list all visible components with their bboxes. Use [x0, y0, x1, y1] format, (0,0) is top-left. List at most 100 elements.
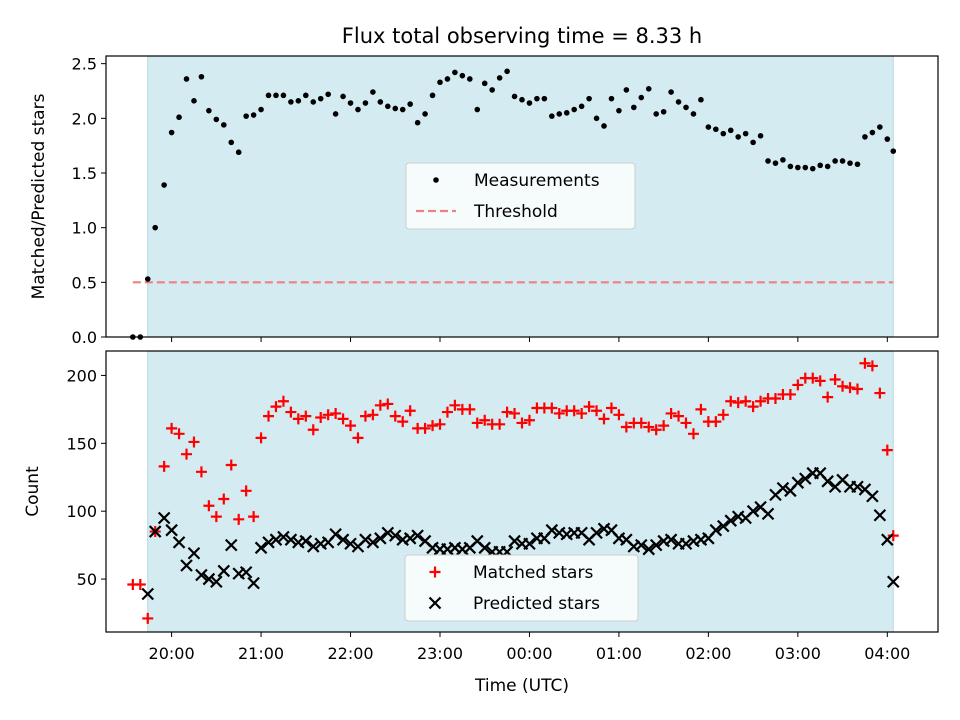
matched-star-point — [263, 410, 275, 422]
measurement-point — [884, 136, 891, 142]
matched-star-point — [359, 410, 371, 422]
matched-star-point — [389, 410, 401, 422]
measurement-point — [444, 76, 451, 82]
measurement-point — [556, 111, 563, 117]
measurement-point — [668, 89, 674, 95]
matched-star-point — [471, 417, 483, 429]
x-tick-label: 20:00 — [149, 644, 195, 663]
predicted-star-point — [299, 534, 313, 548]
matched-star-point — [516, 417, 528, 429]
measurement-point — [452, 69, 458, 76]
measurement-point — [578, 103, 585, 110]
matched-star-point — [576, 407, 588, 419]
matched-star-point — [479, 414, 491, 426]
measurement-point — [660, 108, 667, 115]
matched-star-point — [225, 459, 237, 471]
y-tick-label: 200 — [66, 366, 97, 385]
matched-star-point — [427, 420, 439, 432]
matched-star-point — [307, 424, 319, 436]
measurement-point — [601, 123, 607, 129]
y-tick-label: 1.0 — [72, 219, 97, 238]
predicted-star-point — [180, 559, 193, 572]
matched-star-point — [315, 412, 327, 424]
measurement-point — [586, 95, 592, 102]
predicted-star-point — [590, 526, 603, 540]
measurement-point — [750, 139, 756, 146]
matched-star-point — [523, 414, 535, 426]
legend-swatch-dot — [433, 177, 439, 183]
matched-star-point — [210, 511, 222, 523]
legend-box — [404, 554, 639, 622]
axes-frame-top — [105, 55, 939, 338]
measurement-point — [176, 114, 182, 121]
series-bottom — [127, 357, 900, 624]
legend-swatch-plus — [429, 566, 441, 578]
predicted-star-point — [224, 538, 238, 552]
measurement-point — [720, 130, 727, 137]
measurement-point — [228, 139, 235, 146]
matched-star-point — [687, 428, 699, 440]
matched-star-point — [814, 375, 826, 387]
matched-star-point — [404, 405, 416, 417]
matched-star-point — [695, 403, 707, 415]
predicted-star-point — [148, 525, 162, 538]
matched-star-point — [643, 421, 655, 433]
legend-label: Threshold — [473, 202, 558, 222]
legend-box — [405, 162, 636, 230]
measurement-point — [258, 106, 264, 113]
matched-star-point — [732, 397, 744, 409]
measurement-point — [161, 182, 167, 188]
measurement-point — [437, 79, 443, 86]
measurement-point — [489, 87, 495, 93]
matched-star-point — [725, 395, 737, 407]
matched-star-point — [747, 401, 759, 413]
matched-star-point — [717, 409, 729, 421]
y-tick-label: 0.0 — [72, 328, 97, 347]
predicted-star-point — [157, 511, 171, 525]
measurement-point — [414, 119, 421, 126]
legend-label: Matched stars — [473, 563, 593, 583]
measurement-point — [474, 106, 481, 113]
predicted-star-point — [761, 507, 775, 521]
x-tick-label: 23:00 — [417, 644, 463, 663]
predicted-star-point — [336, 533, 350, 546]
predicted-star-point — [344, 537, 357, 551]
predicted-star-point — [478, 541, 492, 555]
matched-star-point — [203, 500, 215, 512]
measurement-point — [347, 100, 354, 106]
measurement-point — [496, 75, 503, 81]
measurement-point — [392, 105, 399, 112]
predicted-star-point — [799, 472, 812, 485]
bottom-panel: 50 100 150 200 20:00 21:00 22:00 23:00 00:00 01:… — [23, 350, 939, 696]
predicted-star-point — [709, 523, 723, 537]
matched-star-point — [367, 409, 379, 421]
matched-star-point — [330, 407, 342, 419]
legend-swatch-x — [428, 596, 442, 610]
matched-star-point — [874, 387, 886, 399]
measurement-point — [742, 130, 749, 137]
measurement-point — [467, 76, 473, 82]
x-ticks-top — [171, 337, 888, 342]
measurement-point — [890, 148, 897, 154]
matched-star-point — [673, 410, 685, 422]
matched-star-point — [665, 407, 677, 419]
measurement-point — [549, 113, 555, 119]
legend-label: Predicted stars — [473, 594, 600, 614]
measurement-point — [727, 127, 734, 134]
matched-star-point — [277, 395, 289, 407]
measurement-point — [340, 93, 346, 100]
predicted-star-point — [664, 533, 678, 546]
x-tick-label: 01:00 — [596, 644, 642, 663]
matched-star-point — [583, 401, 595, 413]
measurement-point — [429, 92, 436, 99]
matched-star-point — [441, 406, 453, 418]
predicted-star-point — [172, 536, 186, 549]
predicted-star-point — [195, 568, 208, 582]
matched-star-point — [173, 428, 185, 440]
measurement-point — [422, 111, 428, 117]
predicted-star-point — [165, 523, 178, 537]
measurement-point — [295, 98, 302, 104]
matched-star-point — [837, 380, 849, 392]
measurement-point — [459, 72, 466, 79]
predicted-star-point — [642, 542, 656, 556]
